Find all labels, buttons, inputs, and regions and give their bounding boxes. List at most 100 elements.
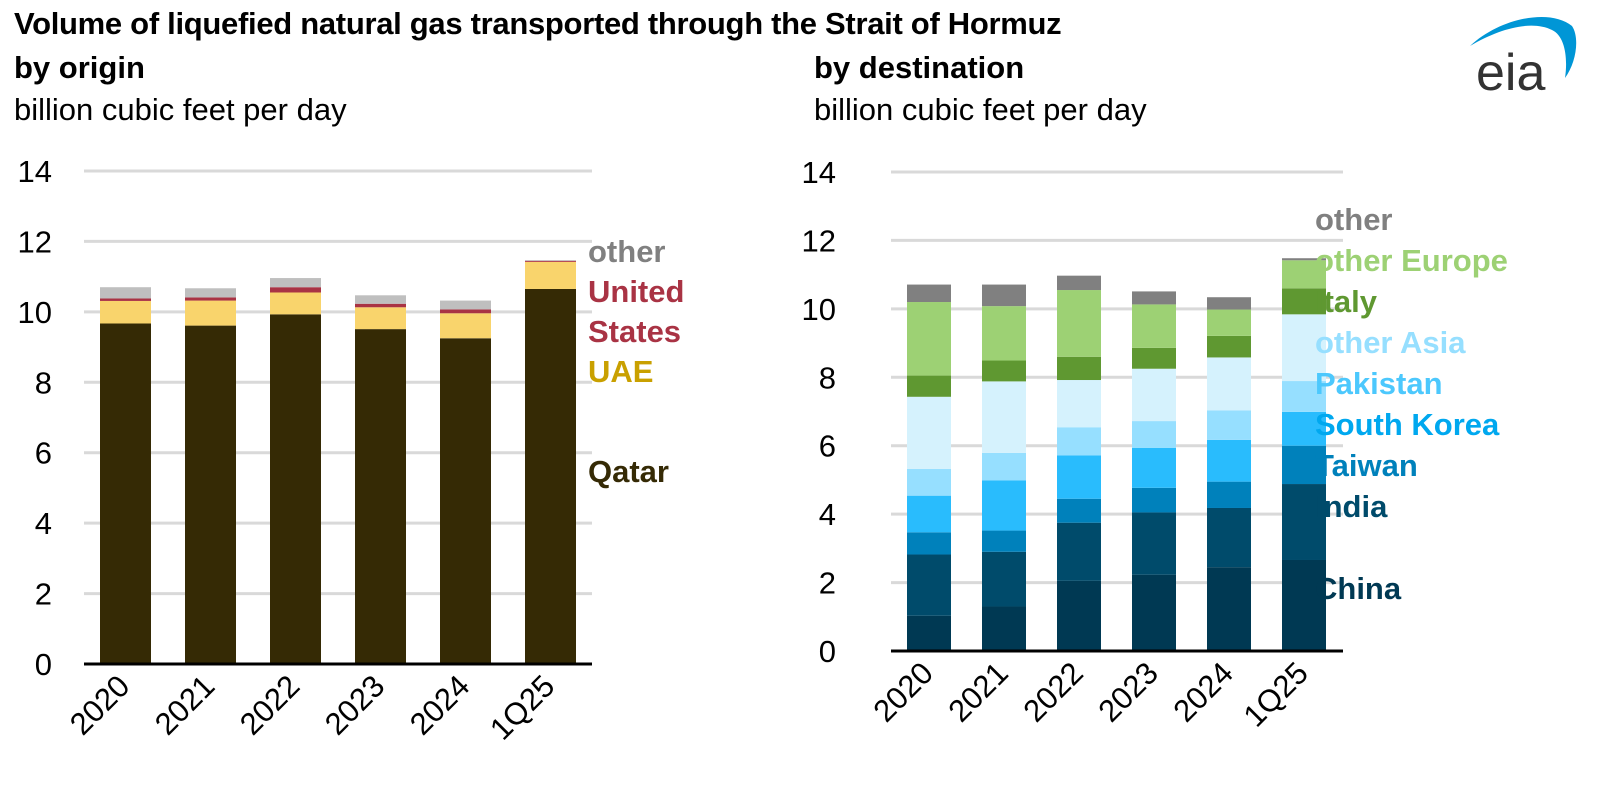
destination-bar-india-2021 xyxy=(982,551,1026,607)
destination-bar-pakistan-2021 xyxy=(982,452,1026,481)
destination-bar-south-korea-2023 xyxy=(1132,447,1176,488)
destination-bar-other-europe-2023 xyxy=(1132,304,1176,348)
destination-bar-taiwan-2021 xyxy=(982,530,1026,552)
destination-bar-other-europe-1q25 xyxy=(1282,260,1326,289)
chart-title: Volume of liquefied natural gas transpor… xyxy=(14,6,1062,41)
destination-legend-label: other xyxy=(1315,202,1393,237)
destination-legend-label: Pakistan xyxy=(1315,366,1443,401)
origin-bar-united-states-2022 xyxy=(270,287,321,293)
destination-bar-other-1q25 xyxy=(1282,258,1326,261)
origin-legend-label: States xyxy=(588,314,681,349)
destination-bar-other-europe-2021 xyxy=(982,306,1026,361)
origin-bar-uae-2021 xyxy=(185,300,236,326)
destination-bar-taiwan-2024 xyxy=(1207,481,1251,508)
destination-bar-other-2020 xyxy=(907,284,951,303)
destination-bar-south-korea-1q25 xyxy=(1282,411,1326,446)
origin-bar-uae-2023 xyxy=(355,307,406,330)
destination-legend-label: Italy xyxy=(1315,284,1378,319)
destination-bar-south-korea-2020 xyxy=(907,495,951,533)
origin-bar-united-states-2024 xyxy=(440,309,491,314)
destination-y-tick-label: 8 xyxy=(819,360,836,395)
destination-x-tick-label: 2022 xyxy=(1016,655,1090,729)
destination-bar-pakistan-2022 xyxy=(1057,427,1101,456)
destination-bar-italy-1q25 xyxy=(1282,288,1326,315)
destination-bar-south-korea-2022 xyxy=(1057,455,1101,499)
destination-bar-other-asia-2022 xyxy=(1057,380,1101,428)
destination-bar-other-asia-2023 xyxy=(1132,368,1176,422)
origin-bar-qatar-2024 xyxy=(440,338,491,664)
origin-bar-other-2022 xyxy=(270,278,321,288)
origin-bar-united-states-2020 xyxy=(100,298,151,301)
origin-bar-qatar-2023 xyxy=(355,329,406,664)
origin-bar-uae-2024 xyxy=(440,313,491,339)
destination-bar-china-2024 xyxy=(1207,567,1251,651)
destination-legend-label: other Europe xyxy=(1315,243,1508,278)
destination-bar-china-2020 xyxy=(907,615,951,651)
origin-bar-uae-2020 xyxy=(100,300,151,324)
destination-y-tick-label: 14 xyxy=(802,155,836,190)
origin-bar-other-2020 xyxy=(100,287,151,299)
destination-legend-label: India xyxy=(1315,489,1388,524)
origin-bar-united-states-2023 xyxy=(355,303,406,308)
origin-bar-qatar-2022 xyxy=(270,314,321,664)
origin-bar-united-states-2021 xyxy=(185,297,236,301)
destination-legend-label: China xyxy=(1315,571,1402,606)
destination-bar-pakistan-2023 xyxy=(1132,421,1176,448)
origin-x-tick-label: 2020 xyxy=(63,668,137,742)
destination-bar-taiwan-2022 xyxy=(1057,498,1101,523)
destination-y-tick-label: 4 xyxy=(819,497,836,532)
destination-y-tick-label: 10 xyxy=(802,292,836,327)
destination-legend-label: other Asia xyxy=(1315,325,1466,360)
destination-bar-italy-2021 xyxy=(982,360,1026,382)
destination-bar-china-2023 xyxy=(1132,574,1176,651)
destination-bar-other-2022 xyxy=(1057,275,1101,291)
origin-y-tick-label: 0 xyxy=(35,647,52,682)
origin-bar-united-states-1q25 xyxy=(525,260,576,262)
destination-x-tick-label: 1Q25 xyxy=(1237,655,1315,733)
destination-bar-taiwan-2023 xyxy=(1132,487,1176,513)
destination-bar-italy-2024 xyxy=(1207,335,1251,358)
destination-bar-taiwan-2020 xyxy=(907,532,951,555)
origin-y-tick-label: 8 xyxy=(35,365,52,400)
origin-bar-qatar-1q25 xyxy=(525,288,576,664)
origin-x-tick-label: 2023 xyxy=(318,668,392,742)
eia-logo-icon: eia xyxy=(1470,16,1577,98)
destination-bar-india-2024 xyxy=(1207,507,1251,568)
destination-bar-india-1q25 xyxy=(1282,484,1326,560)
destination-bar-italy-2023 xyxy=(1132,347,1176,369)
origin-legend-label: UAE xyxy=(588,354,653,389)
destination-bar-other-asia-1q25 xyxy=(1282,314,1326,382)
destination-bar-other-asia-2024 xyxy=(1207,357,1251,411)
destination-legend-label: South Korea xyxy=(1315,407,1500,442)
destination-x-tick-label: 2020 xyxy=(866,655,940,729)
destination-bar-other-europe-2022 xyxy=(1057,290,1101,357)
destination-bar-other-2021 xyxy=(982,284,1026,307)
left-chart-units: billion cubic feet per day xyxy=(14,92,347,127)
destination-bar-other-2024 xyxy=(1207,297,1251,310)
origin-bar-qatar-2021 xyxy=(185,325,236,664)
origin-x-tick-label: 2021 xyxy=(148,668,222,742)
destination-y-tick-label: 12 xyxy=(802,223,836,258)
destination-bar-india-2023 xyxy=(1132,512,1176,575)
destination-bar-other-europe-2020 xyxy=(907,302,951,376)
destination-y-tick-label: 2 xyxy=(819,566,836,601)
destination-bar-other-2023 xyxy=(1132,291,1176,305)
destination-bar-china-1q25 xyxy=(1282,559,1326,651)
origin-y-tick-label: 6 xyxy=(35,436,52,471)
right-chart-subtitle: by destination xyxy=(814,50,1025,85)
destination-bar-south-korea-2021 xyxy=(982,480,1026,531)
left-chart-subtitle: by origin xyxy=(14,50,145,85)
origin-bar-qatar-2020 xyxy=(100,323,151,664)
destination-bar-china-2022 xyxy=(1057,580,1101,651)
destination-bar-india-2020 xyxy=(907,554,951,616)
origin-x-tick-label: 2022 xyxy=(233,668,307,742)
right-chart-units: billion cubic feet per day xyxy=(814,92,1147,127)
destination-x-tick-label: 2024 xyxy=(1166,655,1240,729)
origin-legend-label: United xyxy=(588,274,684,309)
destination-bar-pakistan-1q25 xyxy=(1282,381,1326,412)
origin-y-tick-label: 4 xyxy=(35,506,52,541)
origin-y-tick-label: 14 xyxy=(18,154,52,189)
origin-bar-uae-1q25 xyxy=(525,261,576,289)
destination-bar-india-2022 xyxy=(1057,522,1101,581)
